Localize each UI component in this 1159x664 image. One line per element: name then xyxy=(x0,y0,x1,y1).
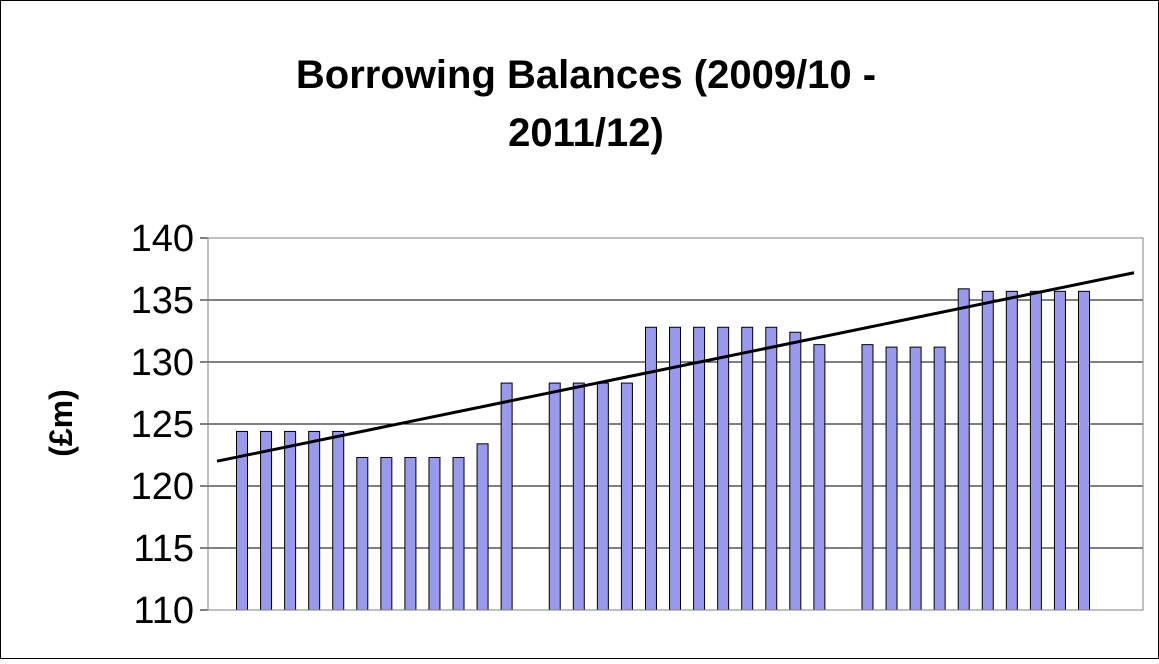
bar-24 xyxy=(813,344,826,611)
bar-9 xyxy=(452,456,465,611)
bar-15 xyxy=(596,382,609,611)
chart-title-line-1: Borrowing Balances (2009/10 - xyxy=(296,53,876,97)
bar-18 xyxy=(669,326,682,611)
bar-3 xyxy=(308,430,321,611)
bar-16 xyxy=(620,382,633,611)
y-tick-labels: 110 115 120 125 130 135 140 xyxy=(131,218,194,632)
bar-22 xyxy=(765,326,778,611)
y-tick-label-140: 140 xyxy=(131,218,194,260)
bar-23 xyxy=(789,331,802,611)
y-tick-label-120: 120 xyxy=(131,466,194,508)
bar-29 xyxy=(933,346,946,611)
bar-14 xyxy=(572,382,585,611)
y-tick-label-115: 115 xyxy=(133,528,194,570)
y-tick-label-130: 130 xyxy=(131,342,194,384)
y-axis-label: (£m) xyxy=(43,389,79,457)
bar-35 xyxy=(1078,290,1090,611)
bar-26 xyxy=(861,344,874,611)
bars xyxy=(236,288,1090,611)
bar-34 xyxy=(1053,290,1066,611)
y-tick-label-125: 125 xyxy=(131,404,194,446)
trendline xyxy=(216,271,1135,463)
bar-8 xyxy=(428,456,441,611)
bar-7 xyxy=(404,456,417,611)
bar-6 xyxy=(380,456,393,611)
bar-5 xyxy=(356,456,369,611)
trendline-layer xyxy=(216,271,1135,463)
bar-10 xyxy=(476,443,489,611)
bar-1 xyxy=(260,430,273,611)
bar-33 xyxy=(1029,290,1042,611)
plot-area-frame xyxy=(207,237,1144,611)
bar-19 xyxy=(693,326,706,611)
bar-30 xyxy=(957,288,970,611)
bar-11 xyxy=(500,382,513,611)
bar-2 xyxy=(284,430,297,611)
bar-27 xyxy=(885,346,898,611)
bar-13 xyxy=(548,382,561,611)
bar-31 xyxy=(981,290,994,611)
bar-4 xyxy=(332,430,345,611)
bar-20 xyxy=(717,326,730,611)
bar-32 xyxy=(1005,290,1018,611)
bar-21 xyxy=(741,326,754,611)
y-tick-label-110: 110 xyxy=(133,590,194,632)
chart-title-line-2: 2011/12) xyxy=(508,111,664,155)
bar-28 xyxy=(909,346,922,611)
y-tick-label-135: 135 xyxy=(131,280,194,322)
